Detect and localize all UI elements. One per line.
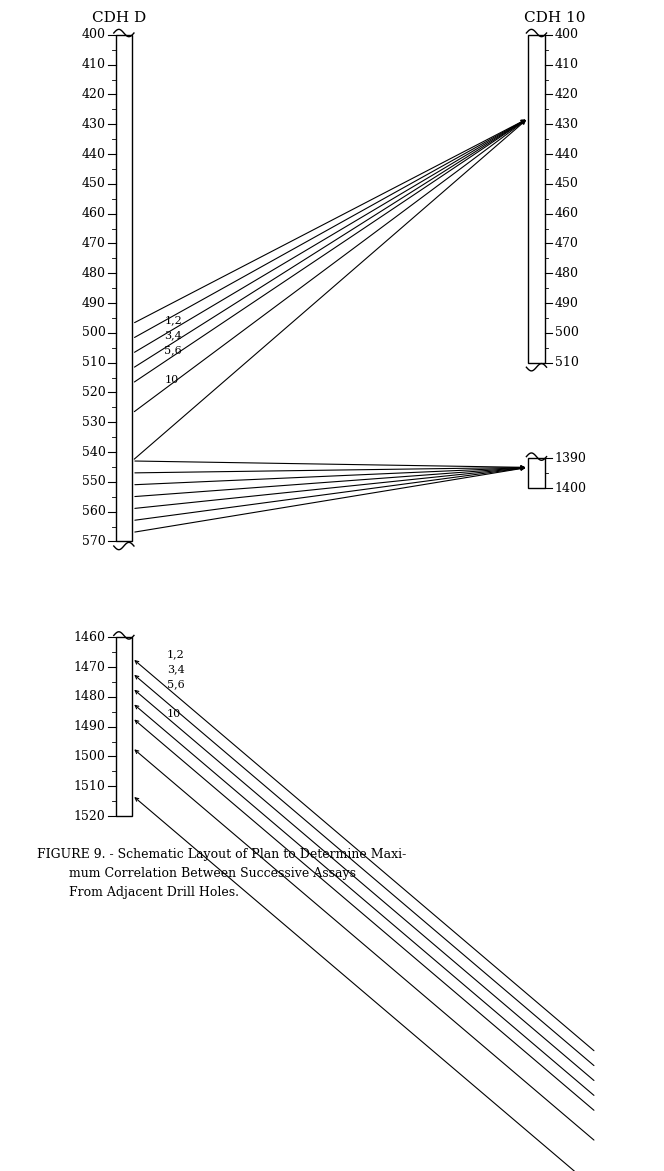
Text: 1460: 1460 [74,631,106,644]
Text: 450: 450 [82,177,106,191]
Text: 400: 400 [555,28,579,41]
Text: 410: 410 [82,59,106,71]
Text: 440: 440 [82,148,106,160]
Text: 520: 520 [82,386,106,399]
Text: 460: 460 [82,207,106,220]
Text: 570: 570 [82,535,106,548]
Text: CDH D: CDH D [92,12,146,26]
Text: 510: 510 [82,356,106,369]
Text: 400: 400 [82,28,106,41]
Text: 3,4: 3,4 [164,330,182,340]
Text: 5,6: 5,6 [167,679,185,690]
Text: 550: 550 [82,475,106,488]
Text: 420: 420 [555,88,579,101]
Text: 470: 470 [555,237,579,249]
Text: 1,2: 1,2 [164,315,182,326]
Text: CDH 10: CDH 10 [524,12,586,26]
Text: 1500: 1500 [74,749,106,763]
Text: 430: 430 [82,118,106,131]
Text: 460: 460 [555,207,579,220]
Text: 1520: 1520 [74,809,106,822]
Text: 450: 450 [555,177,579,191]
Text: 510: 510 [555,356,579,369]
Text: 530: 530 [82,416,106,429]
Text: 500: 500 [82,327,106,340]
Text: 440: 440 [555,148,579,160]
Text: 10: 10 [167,710,181,719]
Text: 480: 480 [82,267,106,280]
Text: 1400: 1400 [555,481,587,495]
Text: 470: 470 [82,237,106,249]
Text: 3,4: 3,4 [167,664,185,674]
Text: 480: 480 [555,267,579,280]
Text: 1390: 1390 [555,452,587,465]
Text: 1480: 1480 [74,691,106,704]
Text: FIGURE 9. - Schematic Layout of Plan to Determine Maxi-
        mum Correlation : FIGURE 9. - Schematic Layout of Plan to … [37,848,406,899]
Text: 430: 430 [555,118,579,131]
Text: 490: 490 [555,296,579,309]
Text: 1470: 1470 [74,660,106,673]
Text: 500: 500 [555,327,579,340]
Text: 1510: 1510 [74,780,106,793]
Text: 560: 560 [82,505,106,518]
Text: 5,6: 5,6 [164,345,182,355]
Text: 1,2: 1,2 [167,650,185,659]
Text: 420: 420 [82,88,106,101]
Text: 490: 490 [82,296,106,309]
Text: 1490: 1490 [74,720,106,733]
Text: 540: 540 [82,445,106,459]
Text: 10: 10 [164,375,179,385]
Text: 410: 410 [555,59,579,71]
